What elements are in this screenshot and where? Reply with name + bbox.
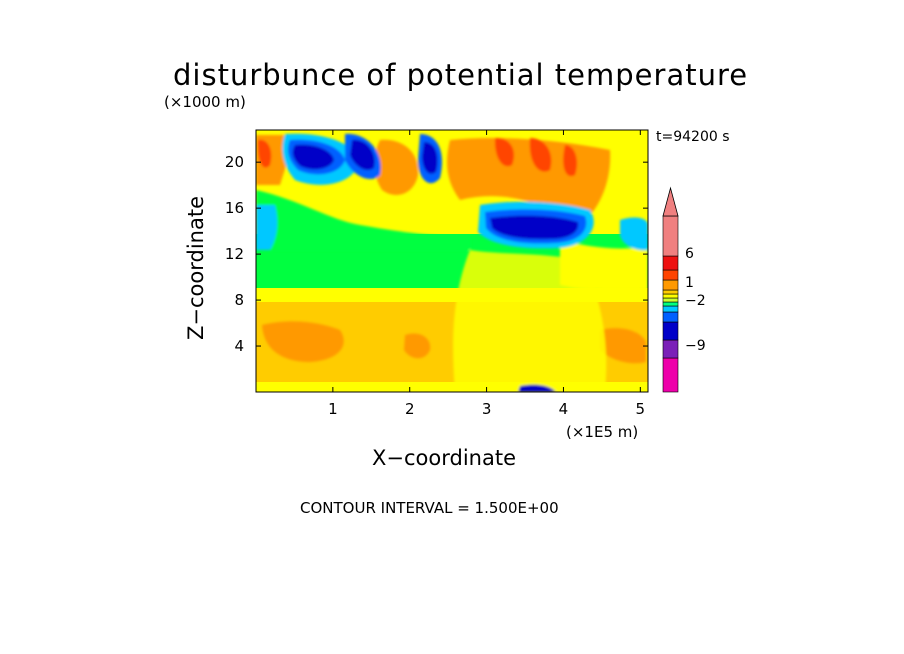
cyan-right-edge <box>620 217 648 251</box>
colorbar-swatch <box>662 279 679 291</box>
x-axis-label: X−coordinate <box>372 446 516 470</box>
colorbar-tick-label: 1 <box>685 275 694 291</box>
colorbar-arrow <box>662 186 679 217</box>
red-upper-1 <box>257 139 272 168</box>
orange-blob-1 <box>262 321 344 362</box>
orange-upper-mid <box>374 139 419 195</box>
orange-blob-2 <box>600 328 646 364</box>
colorbar-swatch <box>662 269 679 281</box>
orange-blob-3 <box>404 333 431 359</box>
darkblue-region-2 <box>350 139 375 171</box>
y-tick-label: 8 <box>234 291 244 309</box>
darkblue-region-3 <box>422 142 438 174</box>
blue-surface-dip <box>518 384 556 392</box>
colorbar-swatch <box>662 311 679 323</box>
y-tick-label: 20 <box>225 153 244 171</box>
colorbar-swatch <box>662 305 679 313</box>
y-tick-label: 16 <box>225 199 244 217</box>
colorbar-swatch <box>662 255 679 271</box>
time-label: t=94200 s <box>656 129 730 145</box>
yellow-right-band <box>560 240 648 291</box>
x-tick-label: 3 <box>482 400 492 418</box>
colorbar: 6 1 −2 −9 <box>662 186 706 393</box>
heatmap-field <box>256 130 648 392</box>
colorbar-tick-label: −9 <box>685 338 706 354</box>
cyan-left <box>256 205 278 250</box>
x-tick-label: 4 <box>559 400 569 418</box>
red-upper-3 <box>529 138 552 172</box>
plot-frame <box>255 129 649 393</box>
colorbar-swatch <box>662 289 679 295</box>
x-tick-label: 2 <box>405 400 415 418</box>
colorbar-tick-label: 6 <box>685 246 694 262</box>
colorbar-swatch <box>662 293 679 299</box>
colorbar-tick-label: −2 <box>685 293 706 309</box>
contour-interval-text: CONTOUR INTERVAL = 1.500E+00 <box>300 499 559 517</box>
colorbar-swatch <box>662 297 679 303</box>
colorbar-swatch <box>662 321 679 341</box>
red-upper-2 <box>494 137 515 167</box>
colorbar-swatch <box>662 339 679 359</box>
colorbar-swatch <box>662 357 679 393</box>
darkblue-region-1 <box>292 144 334 170</box>
chart-title: disturbunce of potential temperature <box>173 58 749 92</box>
y-axis-unit: (×1000 m) <box>164 93 246 111</box>
x-tick-label: 5 <box>636 400 646 418</box>
red-upper-4 <box>563 145 577 177</box>
colorbar-swatch <box>662 215 679 257</box>
x-tick-label: 1 <box>328 400 338 418</box>
colorbar-swatch <box>662 301 679 307</box>
upper-green-left <box>256 190 470 250</box>
y-tick-label: 12 <box>225 245 244 263</box>
darkblue-region-4 <box>490 215 579 240</box>
y-tick-label: 4 <box>234 337 244 355</box>
x-axis-unit: (×1E5 m) <box>566 423 639 441</box>
